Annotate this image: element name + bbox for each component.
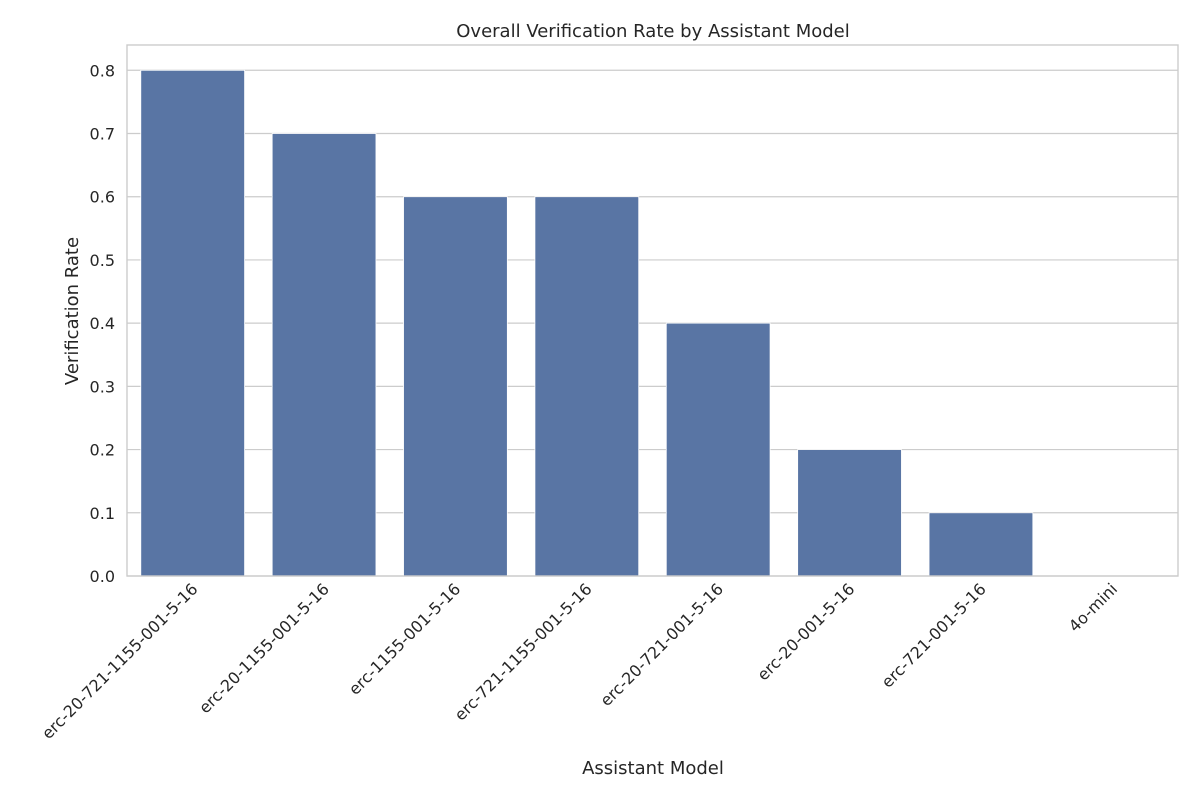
plot-frame (126, 44, 1179, 577)
x-axis-label: Assistant Model (582, 758, 724, 779)
y-tick-label: 0.1 (90, 504, 115, 523)
x-tick-label: erc-20-1155-001-5-16 (195, 579, 333, 717)
bar-erc-20-721-001-5-16 (665, 322, 771, 577)
y-tick-label: 0.0 (90, 567, 115, 586)
x-tick-label: erc-20-001-5-16 (753, 579, 858, 684)
y-tick-label: 0.3 (90, 377, 115, 396)
y-tick-label: 0.5 (90, 251, 115, 270)
y-tick-label: 0.8 (90, 61, 115, 80)
x-tick-label: erc-1155-001-5-16 (345, 579, 464, 698)
x-tick-label: erc-721-1155-001-5-16 (451, 579, 596, 724)
bar-erc-721-001-5-16 (928, 512, 1034, 577)
chart-title: Overall Verification Rate by Assistant M… (456, 21, 849, 42)
bar-erc-721-1155-001-5-16 (534, 196, 640, 577)
y-tick-label: 0.4 (90, 314, 115, 333)
x-tick-label: erc-20-721-001-5-16 (596, 579, 727, 710)
bar-erc-20-721-1155-001-5-16 (140, 69, 245, 577)
x-tick-label: erc-721-001-5-16 (878, 579, 990, 691)
x-tick-label: erc-20-721-1155-001-5-16 (38, 579, 201, 742)
bar-erc-20-1155-001-5-16 (271, 133, 377, 577)
y-tick-label: 0.7 (90, 125, 115, 144)
bar-erc-1155-001-5-16 (403, 196, 508, 577)
x-tick-label: 4o-mini (1065, 579, 1121, 635)
y-axis-label: Verification Rate (62, 237, 83, 385)
y-tick-label: 0.2 (90, 441, 115, 460)
x-axis-ticks: erc-20-721-1155-001-5-16erc-20-1155-001-… (38, 579, 1121, 742)
bars (140, 69, 1034, 577)
y-tick-label: 0.6 (90, 188, 115, 207)
bar-erc-20-001-5-16 (797, 449, 902, 577)
y-axis-ticks: 0.0 0.1 0.2 0.3 0.4 0.5 0.6 0.7 0.8 (90, 61, 115, 586)
